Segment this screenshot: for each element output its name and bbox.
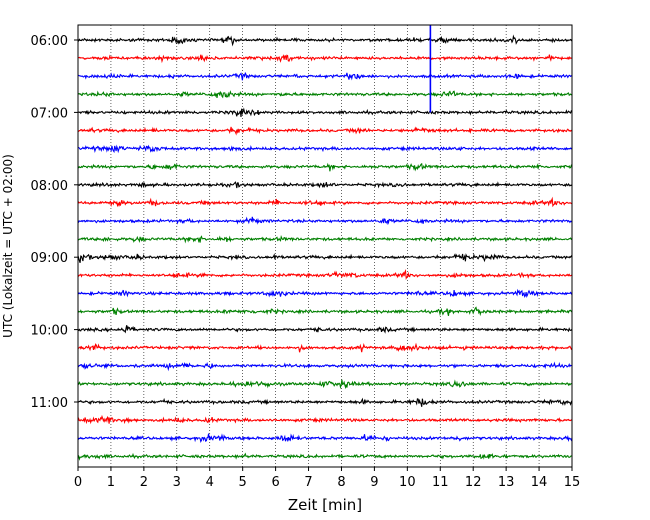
seismic-trace: [77, 253, 573, 263]
x-tick-label: 0: [74, 475, 82, 490]
x-tick-label: 13: [498, 475, 515, 490]
seismic-trace: [77, 342, 573, 353]
x-tick-label: 15: [564, 475, 581, 490]
y-tick-label: 11:00: [31, 396, 68, 411]
seismic-trace: [77, 71, 572, 81]
y-tick-label: 07:00: [31, 106, 68, 121]
seismic-trace: [77, 34, 573, 47]
seismic-trace: [77, 162, 573, 172]
seismic-trace: [77, 325, 573, 334]
y-tick-label: 10:00: [31, 324, 68, 339]
seismic-trace: [77, 181, 573, 189]
y-tick-label: 06:00: [31, 34, 68, 49]
y-tick-label: 08:00: [31, 179, 68, 194]
seismic-trace: [77, 306, 573, 317]
seismic-trace: [77, 452, 573, 461]
x-tick-label: 1: [107, 475, 115, 490]
seismic-trace: [77, 234, 573, 244]
seismic-trace: [77, 90, 573, 99]
x-tick-label: 2: [140, 475, 148, 490]
seismic-trace: [77, 54, 573, 64]
seismic-trace: [77, 414, 573, 425]
trace-group: [77, 34, 573, 461]
seismic-trace: [77, 196, 573, 208]
x-tick-label: 3: [173, 475, 181, 490]
seismic-trace: [77, 107, 573, 117]
y-axis-label: UTC (Lokalzeit = UTC + 02:00): [1, 154, 15, 338]
x-tick-label: 10: [399, 475, 416, 490]
x-tick-label: 11: [432, 475, 449, 490]
seismic-trace: [77, 144, 573, 154]
x-tick-label: 9: [370, 475, 378, 490]
x-axis-ticks: 0 1 2 3 4 5 6 7 8 9 10 11 12 13 14 15: [74, 467, 580, 490]
x-tick-label: 14: [531, 475, 548, 490]
seismic-trace: [77, 397, 573, 407]
seismic-trace: [77, 268, 573, 280]
seismic-trace: [78, 379, 572, 390]
seismic-trace: [77, 216, 573, 226]
seismic-trace: [77, 361, 573, 372]
y-axis-ticks: 06:00 07:00 08:00 09:00 10:00 11:00: [31, 34, 78, 411]
x-tick-label: 7: [304, 475, 312, 490]
plot-frame: [77, 24, 573, 468]
x-tick-label: 4: [206, 475, 214, 490]
y-tick-label: 09:00: [31, 251, 68, 266]
x-tick-label: 8: [337, 475, 345, 490]
x-tick-label: 12: [465, 475, 482, 490]
seismic-trace: [77, 288, 573, 299]
seismic-trace: [77, 433, 573, 444]
seismic-trace: [77, 126, 573, 136]
x-axis-label: Zeit [min]: [288, 496, 362, 514]
x-tick-label: 5: [239, 475, 247, 490]
x-tick-label: 6: [271, 475, 279, 490]
